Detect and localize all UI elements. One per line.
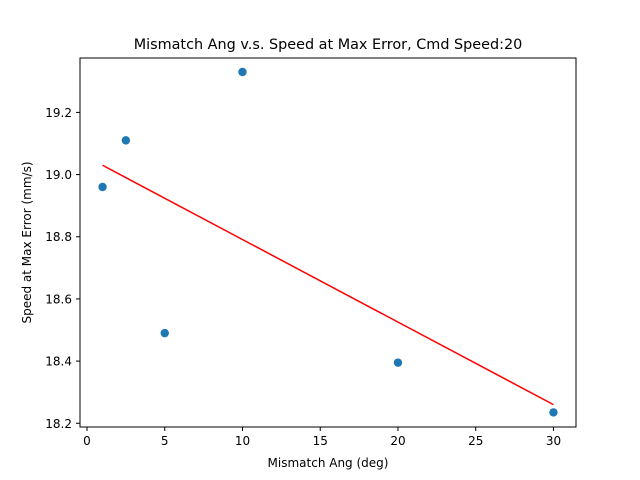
x-tick-label: 20 [390,434,405,448]
chart-title: Mismatch Ang v.s. Speed at Max Error, Cm… [134,37,523,53]
y-axis-label: Speed at Max Error (mm/s) [20,161,34,323]
x-tick-label: 10 [235,434,250,448]
plot-area [98,67,558,417]
x-tick-label: 15 [313,434,328,448]
trend-line [102,164,554,406]
y-tick-label: 19.2 [45,106,72,120]
y-axis: 18.2 18.4 18.6 18.8 19.0 19.2 [45,106,80,431]
data-point [393,358,403,367]
y-tick-label: 18.4 [45,355,72,369]
data-point [238,67,247,77]
x-tick-label: 0 [83,434,91,448]
x-axis-label: Mismatch Ang (deg) [268,456,389,470]
data-point [549,408,558,417]
x-axis: 0 5 10 15 20 25 30 [83,427,561,448]
y-tick-label: 18.8 [45,230,72,244]
y-tick-label: 18.6 [45,292,72,306]
x-tick-label: 5 [161,434,169,448]
data-point [98,182,107,192]
data-point [121,136,131,145]
x-tick-label: 30 [546,434,561,448]
axes-frame [79,57,577,428]
y-tick-label: 19.0 [45,168,72,182]
y-tick-label: 18.2 [45,417,72,431]
x-tick-label: 25 [468,434,483,448]
data-point [160,328,169,338]
